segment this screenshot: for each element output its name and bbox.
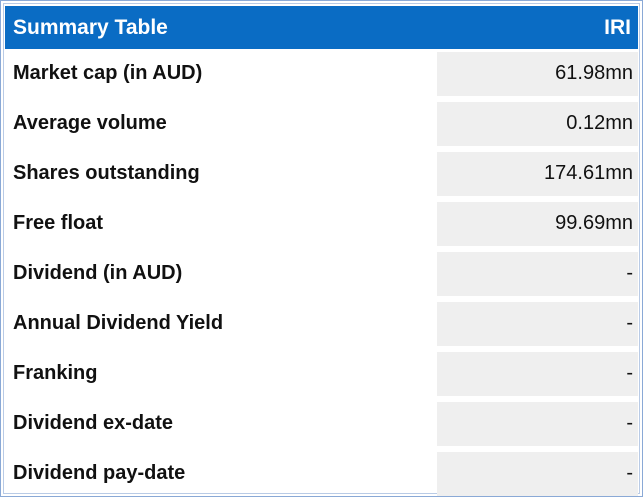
row-value: 174.61mn (544, 162, 633, 184)
row-label-cell: Annual Dividend Yield (5, 299, 435, 349)
table-row-dividend-pay-date: Dividend pay-date - (5, 449, 638, 499)
table-row-average-volume: Average volume 0.12mn (5, 99, 638, 149)
row-label-cell: Dividend ex-date (5, 399, 435, 449)
row-value-cell: - (437, 352, 638, 396)
row-value: 61.98mn (555, 62, 633, 84)
table-header: Summary Table IRI (5, 6, 638, 49)
table-row-market-cap: Market cap (in AUD) 61.98mn (5, 49, 638, 99)
summary-table-inner-border (3, 3, 640, 494)
table-row-free-float: Free float 99.69mn (5, 199, 638, 249)
row-label: Dividend pay-date (13, 462, 186, 484)
table-row-franking: Franking - (5, 349, 638, 399)
ticker-symbol: IRI (604, 16, 631, 39)
row-label-cell: Franking (5, 349, 435, 399)
row-value-cell: - (437, 302, 638, 346)
table-row-dividend-ex-date: Dividend ex-date - (5, 399, 638, 449)
row-label: Free float (13, 212, 104, 234)
row-label-cell: Average volume (5, 99, 435, 149)
table-row-shares-outstanding: Shares outstanding 174.61mn (5, 149, 638, 199)
row-value: - (626, 312, 633, 334)
row-label-cell: Dividend pay-date (5, 449, 435, 499)
row-label-cell: Free float (5, 199, 435, 249)
row-value-cell: 61.98mn (437, 52, 638, 96)
row-label: Market cap (in AUD) (13, 62, 203, 84)
table-body: Market cap (in AUD) 61.98mn Average volu… (5, 49, 638, 499)
row-value-cell: - (437, 452, 638, 496)
row-label: Shares outstanding (13, 162, 200, 184)
row-value-cell: 174.61mn (437, 152, 638, 196)
table-row-annual-dividend-yield: Annual Dividend Yield - (5, 299, 638, 349)
row-label: Annual Dividend Yield (13, 312, 224, 334)
row-value: - (626, 462, 633, 484)
row-label: Franking (13, 362, 98, 384)
row-label: Dividend ex-date (13, 412, 174, 434)
row-value: - (626, 362, 633, 384)
table-row-dividend: Dividend (in AUD) - (5, 249, 638, 299)
row-value-cell: 99.69mn (437, 202, 638, 246)
row-value: 99.69mn (555, 212, 633, 234)
row-value-cell: 0.12mn (437, 102, 638, 146)
row-value: - (626, 262, 633, 284)
row-label: Dividend (in AUD) (13, 262, 183, 284)
row-label-cell: Dividend (in AUD) (5, 249, 435, 299)
row-label: Average volume (13, 112, 167, 134)
row-value: 0.12mn (566, 112, 633, 134)
row-value-cell: - (437, 402, 638, 446)
row-value-cell: - (437, 252, 638, 296)
row-value: - (626, 412, 633, 434)
row-label-cell: Market cap (in AUD) (5, 49, 435, 99)
row-label-cell: Shares outstanding (5, 149, 435, 199)
table-title: Summary Table (13, 16, 168, 39)
